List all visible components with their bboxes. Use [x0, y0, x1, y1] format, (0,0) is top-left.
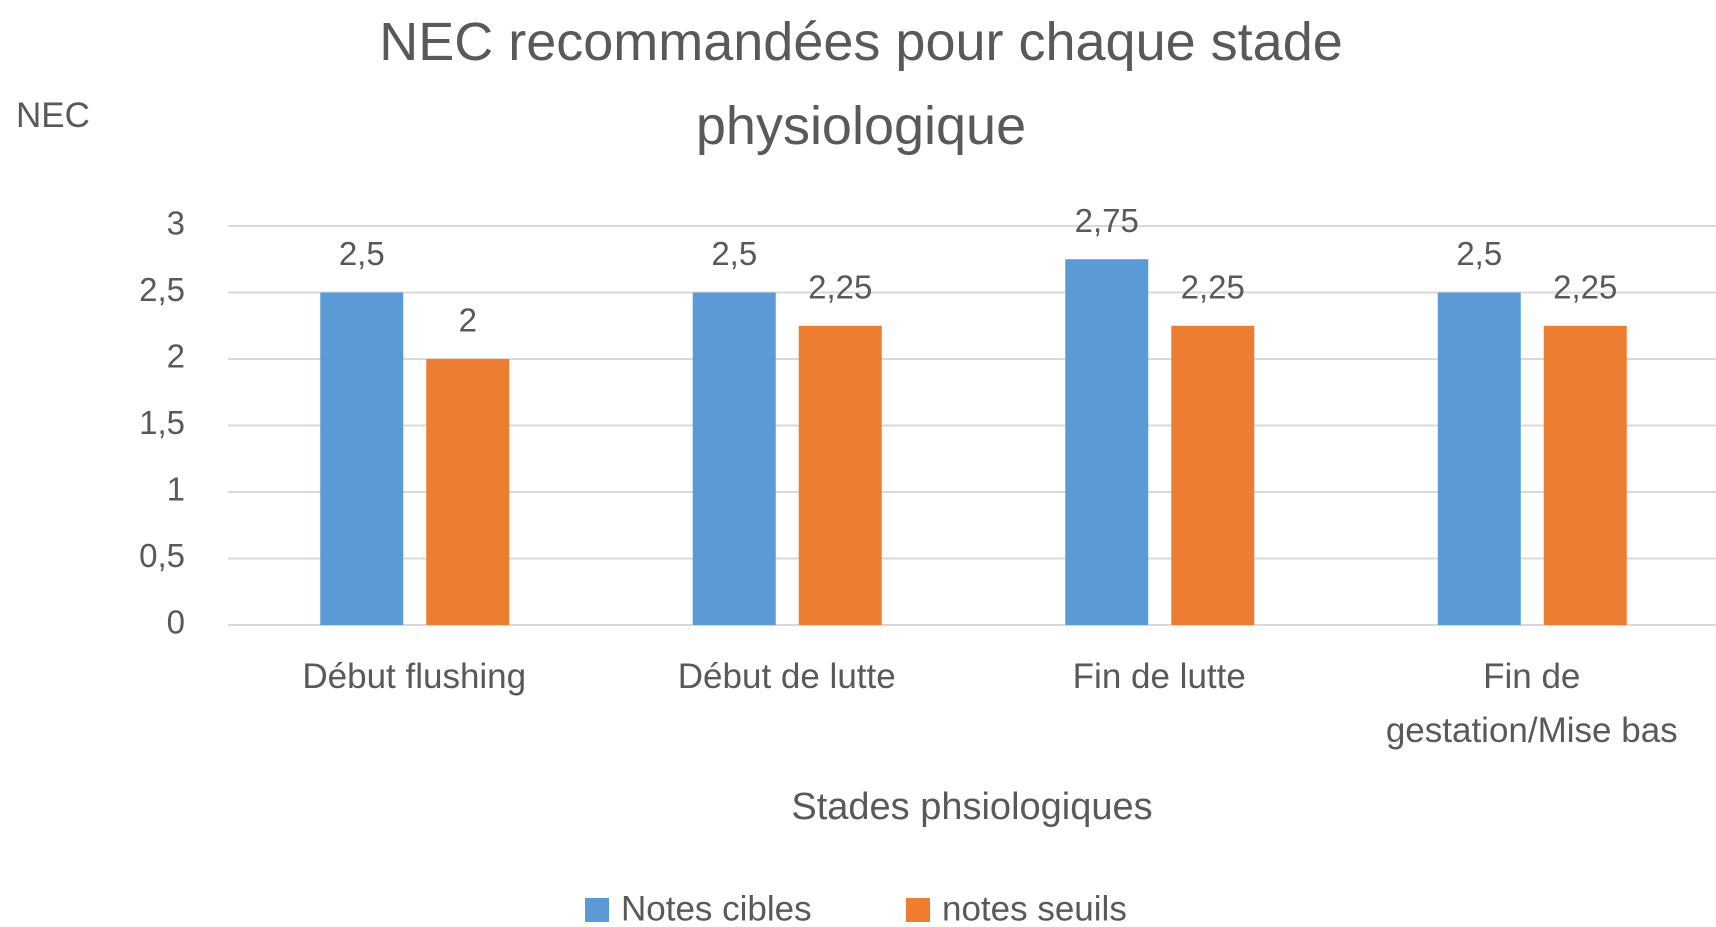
data-label: 2,5 — [339, 235, 385, 272]
y-tick-label: 2 — [167, 338, 185, 375]
y-tick-label: 0 — [167, 604, 185, 641]
legend-label: Notes cibles — [621, 889, 812, 927]
y-tick-label: 2,5 — [139, 271, 185, 308]
bar — [1543, 325, 1627, 625]
data-label: 2,25 — [808, 268, 872, 305]
data-label: 2,5 — [711, 235, 757, 272]
data-label: 2 — [459, 302, 477, 339]
data-label: 2,75 — [1075, 202, 1139, 239]
data-label: 2,5 — [1456, 235, 1502, 272]
x-tick-label: Début flushing — [302, 657, 527, 696]
y-tick-label: 1 — [167, 471, 185, 508]
y-tick-label: 0,5 — [139, 537, 185, 574]
bar — [692, 292, 776, 625]
bar — [1171, 325, 1255, 625]
bar — [1065, 259, 1149, 625]
x-tick-label: Fin de lutte — [1072, 657, 1246, 696]
y-tick-label: 3 — [167, 205, 185, 242]
bar — [1437, 292, 1521, 625]
bar — [426, 359, 510, 625]
x-tick-label: Fin de gestation/Mise bas — [1385, 657, 1678, 750]
bar — [798, 325, 882, 625]
legend-swatch — [585, 898, 609, 922]
legend-swatch — [906, 898, 930, 922]
bar — [320, 292, 404, 625]
y-axis-label: NEC — [16, 96, 90, 135]
chart-title: NEC recommandées pour chaque stade physi… — [379, 12, 1343, 156]
x-tick-label: Début de lutte — [677, 657, 896, 696]
legend-label: notes seuils — [942, 889, 1127, 927]
data-label: 2,25 — [1553, 268, 1617, 305]
x-axis-label: Stades phsiologiques — [791, 786, 1153, 828]
data-label: 2,25 — [1181, 268, 1245, 305]
y-tick-label: 1,5 — [139, 404, 185, 441]
